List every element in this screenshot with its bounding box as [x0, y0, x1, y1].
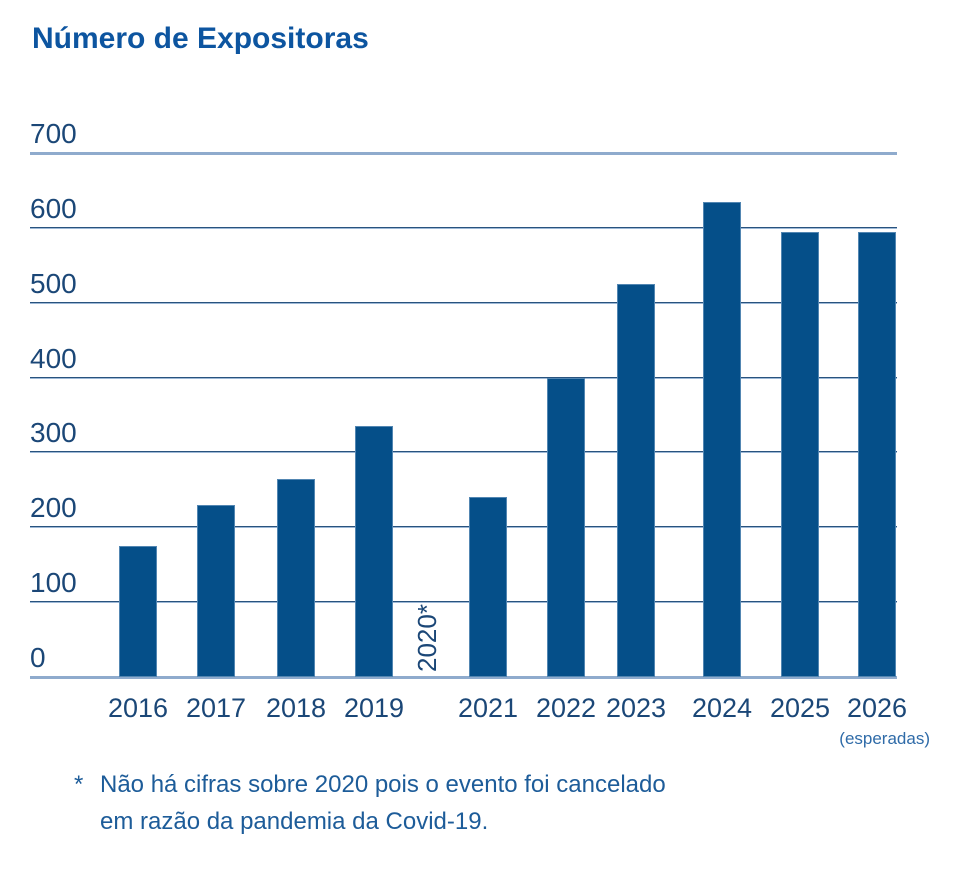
y-axis-label-200: 200	[30, 492, 77, 524]
x-axis-label-2019: 2019	[343, 693, 405, 723]
y-axis-label-100: 100	[30, 567, 77, 599]
y-axis-label-600: 600	[30, 192, 77, 224]
bar-2024	[703, 202, 741, 677]
x-axis-label-2021: 2021	[457, 693, 519, 723]
plot-area: 0 100 200 300 400 500 600 700	[30, 119, 897, 679]
bar-2017	[197, 505, 235, 677]
y-axis-label-700: 700	[30, 118, 77, 149]
footnote-text: Não há cifras sobre 2020 pois o evento f…	[100, 766, 720, 840]
bar-2016	[119, 546, 157, 677]
x-axis-label-2022: 2022	[535, 693, 597, 723]
bar-2023	[617, 284, 655, 677]
expected-note: (esperadas)	[839, 729, 930, 748]
gridline-300	[30, 451, 897, 454]
footnote-line-1: Não há cifras sobre 2020 pois o evento f…	[100, 771, 666, 798]
x-axis-label-2025: 2025	[769, 693, 831, 723]
y-axis-label-400: 400	[30, 342, 77, 374]
x-axis-label-2020-rotated: 2020*	[412, 604, 442, 672]
bar-2018	[277, 479, 315, 677]
bar-2021	[469, 497, 507, 677]
gridline-200	[30, 526, 897, 529]
chart-title: Número de Expositoras	[32, 22, 369, 55]
gridline-400	[30, 376, 897, 379]
bar-2019	[355, 426, 393, 677]
footnote-asterisk: *	[74, 771, 84, 798]
bar-2022	[547, 378, 585, 677]
x-axis-label-2016: 2016	[107, 693, 169, 723]
gridline-0	[30, 676, 897, 679]
gridline-700	[30, 152, 897, 155]
y-axis-label-300: 300	[30, 417, 77, 449]
gridline-100	[30, 601, 897, 604]
bar-2025	[781, 232, 819, 677]
y-axis-label-500: 500	[30, 267, 77, 299]
x-axis-label-2018: 2018	[265, 693, 327, 723]
gridline-500	[30, 301, 897, 304]
footnote: * Não há cifras sobre 2020 pois o evento…	[74, 766, 720, 840]
gridline-600	[30, 226, 897, 229]
x-axis-label-2026: 2026	[846, 693, 908, 723]
y-axis-label-0: 0	[30, 642, 46, 673]
x-axis-label-2017: 2017	[185, 693, 247, 723]
x-axis-label-2023: 2023	[605, 693, 667, 723]
x-axis-label-2024: 2024	[691, 693, 753, 723]
footnote-line-2: em razão da pandemia da Covid-19.	[100, 808, 489, 835]
bar-2026	[858, 232, 896, 677]
